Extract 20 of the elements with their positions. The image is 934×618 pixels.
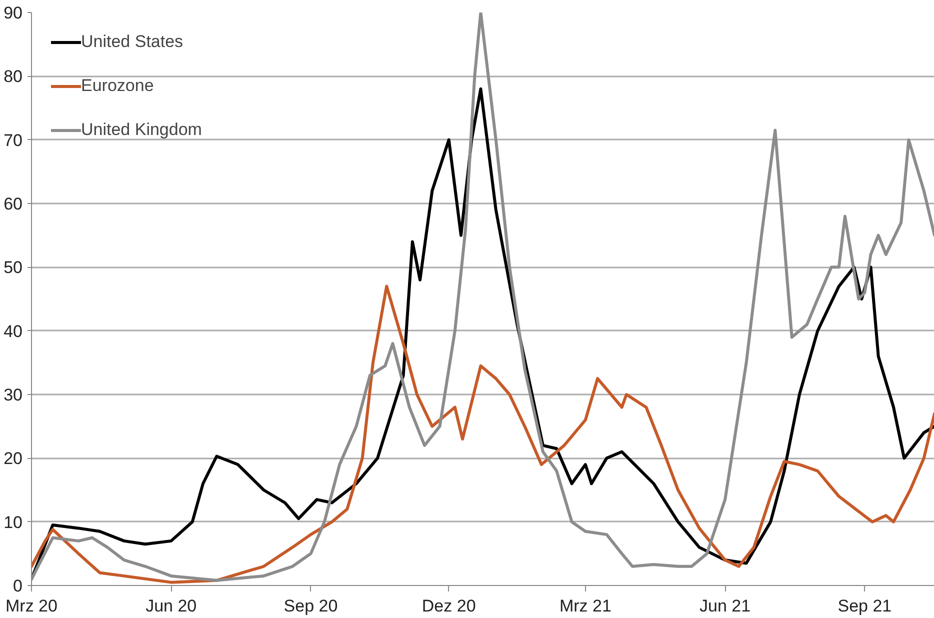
y-tick-label: 90 xyxy=(4,4,23,22)
x-tick-label: Dez 20 xyxy=(422,596,476,616)
y-tick-label: 30 xyxy=(4,386,23,404)
y-tick-label: 60 xyxy=(4,194,23,214)
x-tick-label: Jun 20 xyxy=(146,596,197,616)
y-tick-label: 20 xyxy=(4,449,23,468)
y-tick-label: 40 xyxy=(4,322,23,341)
y-tick-label: 10 xyxy=(4,512,23,532)
legend-label: United Kingdom xyxy=(81,120,202,140)
x-tick-label: Jun 21 xyxy=(700,596,751,616)
legend-label: Eurozone xyxy=(81,76,154,96)
x-tick-label: Sep 20 xyxy=(284,596,338,616)
x-tick-label: Mrz 21 xyxy=(559,596,612,616)
legend-label: United States xyxy=(81,32,184,52)
y-tick-label: 70 xyxy=(4,130,23,150)
x-tick-label: Mrz 20 xyxy=(6,596,58,616)
y-tick-label: 50 xyxy=(4,258,23,278)
y-tick-label: 80 xyxy=(4,67,23,86)
y-tick-label: 0 xyxy=(13,576,23,596)
x-tick-label: Sep 21 xyxy=(838,596,892,616)
